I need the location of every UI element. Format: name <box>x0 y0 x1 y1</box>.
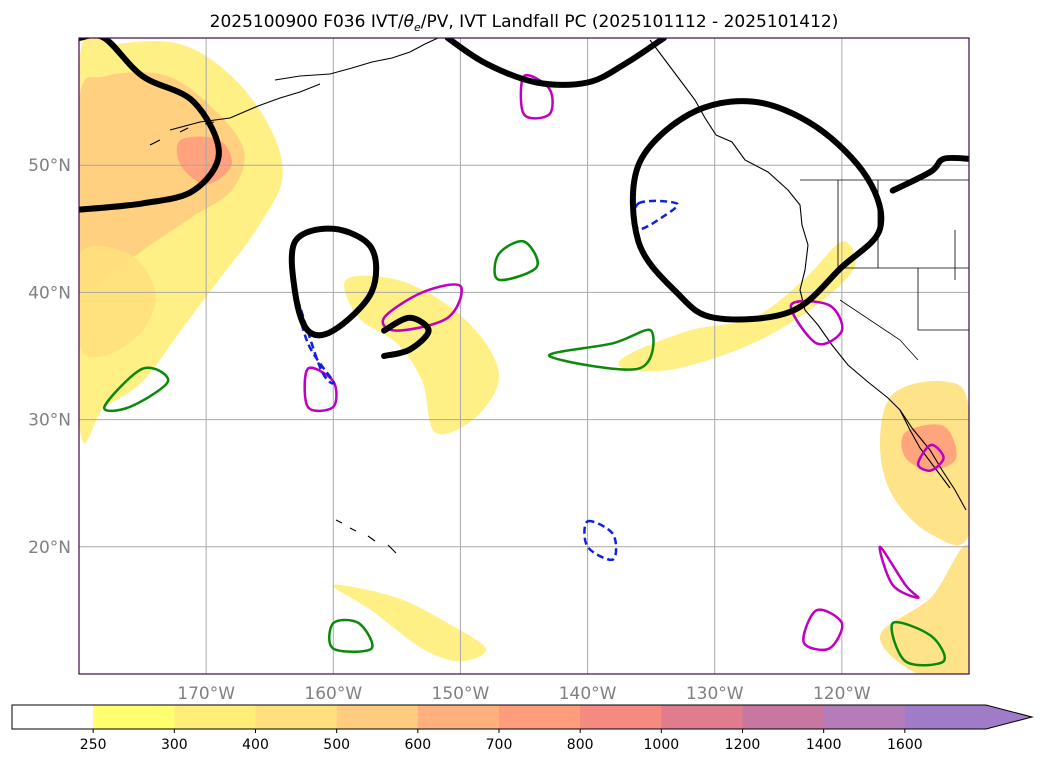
baja-peninsula <box>899 409 951 489</box>
us-west-coast <box>799 244 967 511</box>
pv-contours <box>79 38 969 359</box>
ivt-region-mid-lat-ar <box>618 241 856 372</box>
colorbar-box <box>580 705 662 729</box>
ivt-region-west-band <box>79 246 156 358</box>
pv-contour-aleutian-low <box>79 38 222 213</box>
colorbar-tick-label: 1600 <box>887 737 923 753</box>
latitude-labels: 50°N 40°N 30°N 20°N <box>28 156 71 558</box>
pv-contour-cutoff-low-2 <box>381 314 432 359</box>
theta-e-contours <box>303 74 945 652</box>
lat-tick-label: 40°N <box>28 283 71 303</box>
green-contour <box>890 620 946 667</box>
lon-tick-label: 150°W <box>432 684 490 704</box>
lat-tick-label: 30°N <box>28 411 71 431</box>
title-prefix: 2025100900 F036 IVT/ <box>210 12 404 32</box>
theta-e-contour <box>303 366 338 413</box>
alaska-peninsula <box>169 83 321 131</box>
green-contour <box>103 366 170 413</box>
lon-tick-label: 120°W <box>813 684 871 704</box>
colorbar-box <box>823 705 906 729</box>
colorbar-box <box>661 705 743 729</box>
colorbar: 250 300 400 500 600 700 800 1000 1200 1400 1600 <box>11 704 1034 753</box>
colorbar-box <box>499 705 581 729</box>
colorbar-box <box>336 705 419 729</box>
green-contour <box>493 239 539 282</box>
colorbar-box <box>742 705 825 729</box>
colorbar-tick-label: 600 <box>404 737 431 753</box>
pv-contour-cutoff-low-1 <box>288 225 380 339</box>
ivt-region-alaska-core <box>79 72 245 291</box>
british-columbia-coast <box>715 134 809 246</box>
colorbar-box <box>255 705 338 729</box>
hawaii-islands <box>335 519 397 554</box>
lon-tick-label: 130°W <box>686 684 744 704</box>
chart-title: 2025100900 F036 IVT/θe/PV, IVT Landfall … <box>210 12 839 34</box>
colorbar-tick-label: 700 <box>486 737 513 753</box>
colorbar-box <box>417 705 500 729</box>
ivt-region-se-corner <box>879 544 969 674</box>
colorbar-tick-label: 500 <box>323 737 350 753</box>
blue-dashed-contour <box>583 519 618 562</box>
southeast-alaska-coast <box>649 39 717 136</box>
longitude-labels: 170°W 160°W 150°W 140°W 130°W 120°W <box>177 684 871 704</box>
title-theta: θ <box>404 12 415 32</box>
map-frame <box>78 37 970 675</box>
colorbar-tick-label: 300 <box>161 737 188 753</box>
colorbar-box <box>904 705 987 729</box>
green-contours <box>103 239 946 667</box>
colorbar-box <box>93 705 175 729</box>
colorbar-box <box>12 705 94 729</box>
theta-e-contour <box>789 299 844 346</box>
pv-contour-pacific-nw-low <box>629 98 885 323</box>
colorbar-extend-arrow <box>986 705 1032 729</box>
theta-e-contour <box>878 545 920 599</box>
theta-e-contour <box>802 608 844 652</box>
theta-e-contour <box>916 443 945 472</box>
colorbar-tick-label: 250 <box>80 737 107 753</box>
alaska-coastline <box>274 38 439 81</box>
colorbar-outline <box>11 704 1034 730</box>
colorbar-tick-label: 1200 <box>725 737 761 753</box>
ivt-region-subtropical-plume <box>332 584 487 662</box>
title-suffix: /PV, IVT Landfall PC (2025101112 - 20251… <box>421 12 839 32</box>
green-contour <box>328 618 374 653</box>
green-contour <box>548 328 655 371</box>
colorbar-tick-label: 400 <box>242 737 269 753</box>
map-layers <box>79 38 969 674</box>
lat-tick-label: 20°N <box>28 538 71 558</box>
lon-tick-label: 140°W <box>559 684 617 704</box>
colorbar-tick-label: 1400 <box>806 737 842 753</box>
colorbar-tick-label: 800 <box>567 737 594 753</box>
theta-e-contour <box>381 283 463 332</box>
colorbar-box <box>174 705 256 729</box>
lat-tick-label: 50°N <box>28 156 71 176</box>
pv-contour-gulf-low-top <box>444 38 667 88</box>
lon-tick-label: 160°W <box>304 684 362 704</box>
pv-contour-nw-canada <box>889 154 969 194</box>
colorbar-tick-label: 1000 <box>644 737 680 753</box>
title-subscript: e <box>414 21 421 34</box>
lon-tick-label: 170°W <box>177 684 235 704</box>
